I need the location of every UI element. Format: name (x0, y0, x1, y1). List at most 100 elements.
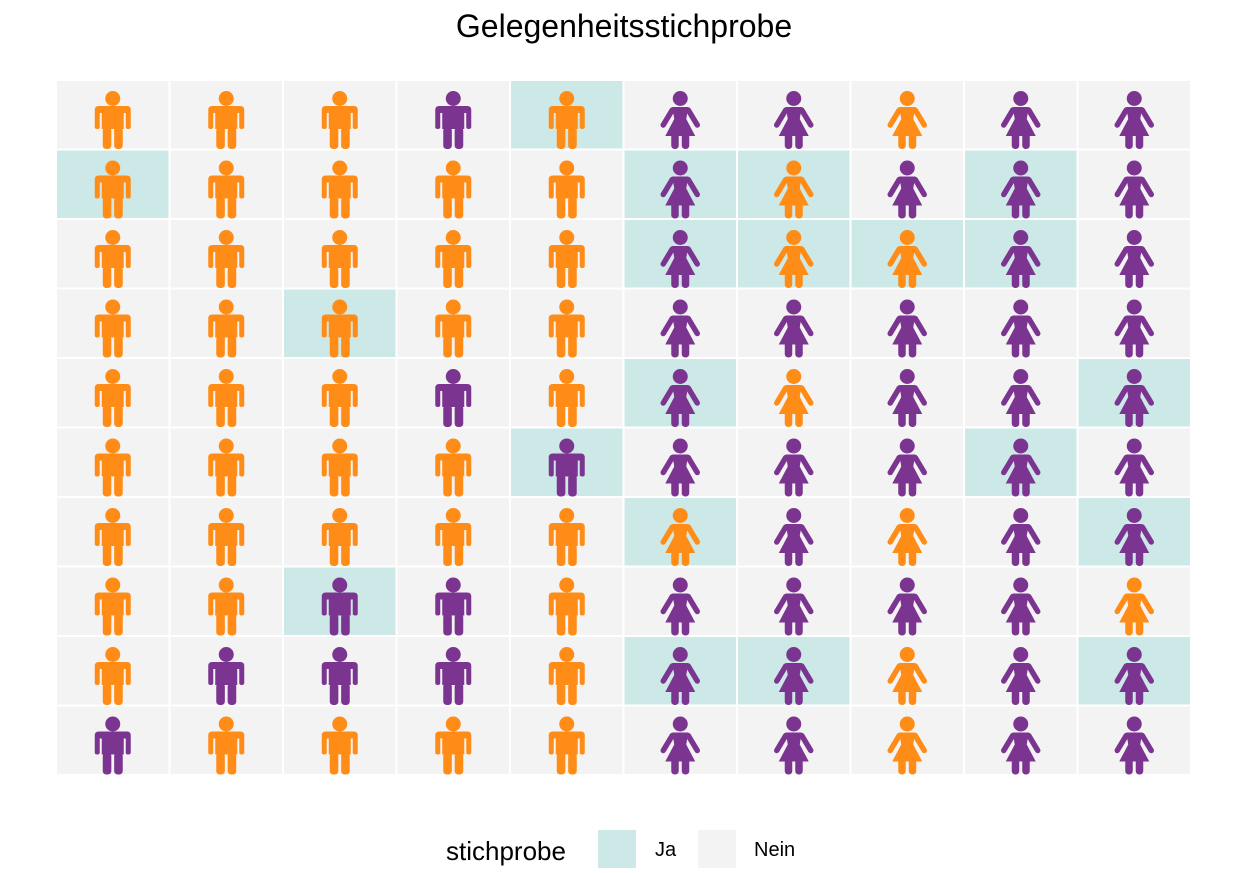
male-person-icon (435, 299, 472, 358)
female-person-icon (887, 438, 927, 497)
male-person-icon (321, 299, 358, 358)
female-person-icon (774, 647, 814, 705)
female-person-icon (660, 508, 700, 566)
female-person-icon (887, 508, 927, 566)
male-person-icon (94, 91, 131, 149)
male-person-icon (321, 91, 358, 149)
female-person-icon (1001, 716, 1041, 775)
female-person-icon (660, 716, 700, 775)
female-person-icon (660, 299, 700, 358)
female-person-icon (1001, 508, 1041, 566)
male-person-icon (435, 160, 472, 219)
legend: stichprobe Ja Nein (0, 828, 1248, 870)
male-person-icon (208, 299, 245, 358)
male-person-icon (94, 299, 131, 358)
male-person-icon (208, 438, 245, 497)
female-person-icon (660, 91, 700, 149)
female-person-icon (1114, 647, 1154, 705)
male-person-icon (321, 438, 358, 497)
female-person-icon (774, 438, 814, 497)
male-person-icon (321, 647, 358, 705)
legend-label-ja: Ja (655, 839, 677, 861)
female-person-icon (1114, 369, 1154, 427)
female-person-icon (774, 577, 814, 636)
male-person-icon (321, 716, 358, 775)
female-person-icon (1114, 299, 1154, 358)
female-person-icon (1001, 369, 1041, 427)
male-person-icon (94, 647, 131, 705)
female-person-icon (887, 369, 927, 427)
male-person-icon (435, 369, 472, 427)
male-person-icon (435, 438, 472, 497)
male-person-icon (208, 577, 245, 636)
legend-label-nein: Nein (754, 839, 796, 861)
female-person-icon (774, 230, 814, 288)
legend-key-ja (598, 830, 636, 868)
male-person-icon (548, 299, 585, 358)
male-person-icon (548, 577, 585, 636)
female-person-icon (660, 647, 700, 705)
female-person-icon (1001, 160, 1041, 219)
female-person-icon (774, 716, 814, 775)
legend-title: stichprobe (446, 836, 566, 866)
female-person-icon (660, 438, 700, 497)
male-person-icon (548, 438, 585, 497)
female-person-icon (887, 299, 927, 358)
female-person-icon (1114, 577, 1154, 636)
female-person-icon (660, 369, 700, 427)
female-person-icon (660, 577, 700, 636)
male-person-icon (94, 369, 131, 427)
legend-key-nein (698, 830, 736, 868)
male-person-icon (435, 577, 472, 636)
male-person-icon (321, 230, 358, 288)
female-person-icon (774, 160, 814, 219)
male-person-icon (94, 716, 131, 775)
female-person-icon (660, 160, 700, 219)
female-person-icon (1001, 438, 1041, 497)
female-person-icon (660, 230, 700, 288)
chart-title: Gelegenheitsstichprobe (455, 8, 793, 44)
female-person-icon (1114, 91, 1154, 149)
male-person-icon (548, 160, 585, 219)
male-person-icon (548, 91, 585, 149)
female-person-icon (887, 160, 927, 219)
male-person-icon (208, 647, 245, 705)
female-person-icon (1114, 508, 1154, 566)
male-person-icon (548, 508, 585, 566)
female-person-icon (1001, 299, 1041, 358)
female-person-icon (1001, 647, 1041, 705)
female-person-icon (1114, 438, 1154, 497)
male-person-icon (435, 91, 472, 149)
male-person-icon (94, 160, 131, 219)
female-person-icon (1114, 716, 1154, 775)
male-person-icon (548, 369, 585, 427)
icon-grid (57, 81, 1190, 775)
female-person-icon (1114, 160, 1154, 219)
female-person-icon (774, 91, 814, 149)
male-person-icon (321, 160, 358, 219)
male-person-icon (208, 369, 245, 427)
female-person-icon (1001, 577, 1041, 636)
male-person-icon (208, 91, 245, 149)
male-person-icon (435, 716, 472, 775)
male-person-icon (94, 508, 131, 566)
male-person-icon (321, 577, 358, 636)
male-person-icon (94, 438, 131, 497)
female-person-icon (774, 299, 814, 358)
female-person-icon (1114, 230, 1154, 288)
male-person-icon (94, 577, 131, 636)
female-person-icon (774, 369, 814, 427)
male-person-icon (435, 647, 472, 705)
female-person-icon (887, 230, 927, 288)
female-person-icon (887, 647, 927, 705)
male-person-icon (435, 508, 472, 566)
male-person-icon (321, 369, 358, 427)
male-person-icon (208, 160, 245, 219)
male-person-icon (208, 508, 245, 566)
female-person-icon (887, 91, 927, 149)
female-person-icon (774, 508, 814, 566)
male-person-icon (94, 230, 131, 288)
female-person-icon (1001, 91, 1041, 149)
male-person-icon (548, 230, 585, 288)
female-person-icon (887, 716, 927, 775)
